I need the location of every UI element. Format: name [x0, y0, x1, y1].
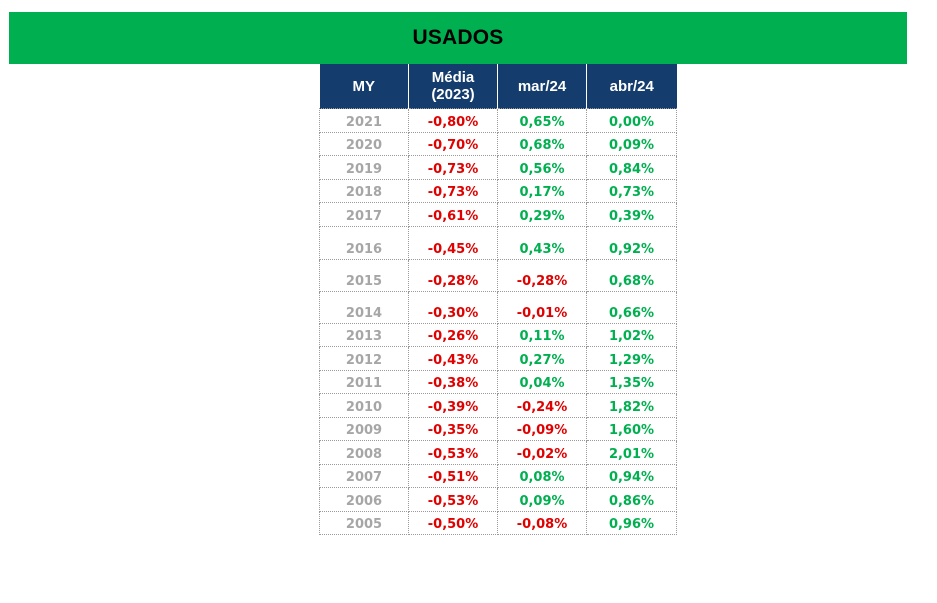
cell-abr24: 1,60%	[586, 417, 677, 441]
cell-media-2023: -0,26%	[408, 323, 498, 347]
cell-media-2023: -0,70%	[408, 132, 498, 156]
cell-mar24: -0,28%	[497, 259, 587, 292]
cell-media-2023: -0,39%	[408, 393, 498, 418]
cell-model-year: 2005	[319, 511, 409, 535]
header-row: MY Média (2023) mar/24 abr/24	[319, 64, 677, 109]
cell-abr24: 0,66%	[586, 291, 677, 324]
cell-model-year: 2019	[319, 155, 409, 180]
cell-media-2023: -0,50%	[408, 511, 498, 535]
cell-mar24: -0,08%	[497, 511, 587, 535]
cell-mar24: 0,27%	[497, 346, 587, 371]
table-row: 2014 -0,30% -0,01% 0,66%	[319, 291, 677, 324]
cell-mar24: 0,04%	[497, 370, 587, 394]
cell-model-year: 2021	[319, 108, 409, 133]
cell-mar24: 0,11%	[497, 323, 587, 347]
cell-model-year: 2006	[319, 487, 409, 512]
table-row: 2008 -0,53% -0,02% 2,01%	[319, 440, 677, 465]
cell-media-2023: -0,51%	[408, 464, 498, 488]
cell-media-2023: -0,73%	[408, 155, 498, 180]
cell-model-year: 2008	[319, 440, 409, 465]
cell-model-year: 2016	[319, 226, 409, 260]
depreciation-table: MY Média (2023) mar/24 abr/24 2021 -0,80%…	[319, 64, 677, 535]
table-row: 2010 -0,39% -0,24% 1,82%	[319, 393, 677, 418]
cell-model-year: 2012	[319, 346, 409, 371]
table-row: 2020 -0,70% 0,68% 0,09%	[319, 132, 677, 156]
cell-mar24: -0,02%	[497, 440, 587, 465]
cell-abr24: 0,73%	[586, 179, 677, 203]
table-row: 2019 -0,73% 0,56% 0,84%	[319, 155, 677, 180]
cell-mar24: 0,43%	[497, 226, 587, 260]
table-row: 2006 -0,53% 0,09% 0,86%	[319, 487, 677, 512]
header-mar24: mar/24	[497, 64, 587, 109]
cell-media-2023: -0,53%	[408, 487, 498, 512]
table-row: 2012 -0,43% 0,27% 1,29%	[319, 346, 677, 371]
cell-abr24: 0,96%	[586, 511, 677, 535]
cell-abr24: 0,84%	[586, 155, 677, 180]
cell-abr24: 0,68%	[586, 259, 677, 292]
header-media-label: Média (2023)	[431, 69, 475, 103]
table-row: 2021 -0,80% 0,65% 0,00%	[319, 108, 677, 133]
cell-media-2023: -0,53%	[408, 440, 498, 465]
cell-mar24: 0,08%	[497, 464, 587, 488]
cell-mar24: 0,68%	[497, 132, 587, 156]
cell-abr24: 0,92%	[586, 226, 677, 260]
cell-abr24: 2,01%	[586, 440, 677, 465]
header-my: MY	[319, 64, 409, 109]
cell-media-2023: -0,30%	[408, 291, 498, 324]
table-row: 2015 -0,28% -0,28% 0,68%	[319, 259, 677, 292]
page-title: USADOS	[412, 26, 504, 49]
cell-model-year: 2009	[319, 417, 409, 441]
cell-mar24: 0,29%	[497, 202, 587, 227]
cell-model-year: 2020	[319, 132, 409, 156]
table-header: MY Média (2023) mar/24 abr/24	[319, 64, 677, 109]
cell-model-year: 2007	[319, 464, 409, 488]
cell-abr24: 1,35%	[586, 370, 677, 394]
cell-model-year: 2017	[319, 202, 409, 227]
table-body: 2021 -0,80% 0,65% 0,00% 2020 -0,70% 0,68% 0,09%…	[319, 108, 677, 535]
table-row: 2007 -0,51% 0,08% 0,94%	[319, 464, 677, 488]
cell-model-year: 2010	[319, 393, 409, 418]
cell-mar24: -0,01%	[497, 291, 587, 324]
cell-mar24: -0,09%	[497, 417, 587, 441]
table-row: 2009 -0,35% -0,09% 1,60%	[319, 417, 677, 441]
cell-model-year: 2013	[319, 323, 409, 347]
table-row: 2005 -0,50% -0,08% 0,96%	[319, 511, 677, 535]
cell-media-2023: -0,28%	[408, 259, 498, 292]
table-row: 2017 -0,61% 0,29% 0,39%	[319, 202, 677, 227]
cell-abr24: 0,94%	[586, 464, 677, 488]
cell-abr24: 0,86%	[586, 487, 677, 512]
cell-abr24: 0,00%	[586, 108, 677, 133]
cell-mar24: 0,56%	[497, 155, 587, 180]
cell-media-2023: -0,80%	[408, 108, 498, 133]
cell-media-2023: -0,35%	[408, 417, 498, 441]
cell-media-2023: -0,43%	[408, 346, 498, 371]
cell-abr24: 1,02%	[586, 323, 677, 347]
table-row: 2013 -0,26% 0,11% 1,02%	[319, 323, 677, 347]
cell-mar24: -0,24%	[497, 393, 587, 418]
title-banner: USADOS	[9, 12, 907, 64]
table-row: 2011 -0,38% 0,04% 1,35%	[319, 370, 677, 394]
header-abr24: abr/24	[586, 64, 677, 109]
cell-media-2023: -0,38%	[408, 370, 498, 394]
cell-media-2023: -0,73%	[408, 179, 498, 203]
header-media-2023: Média (2023)	[408, 64, 498, 109]
cell-media-2023: -0,45%	[408, 226, 498, 260]
cell-abr24: 0,09%	[586, 132, 677, 156]
table-row: 2018 -0,73% 0,17% 0,73%	[319, 179, 677, 203]
cell-mar24: 0,09%	[497, 487, 587, 512]
cell-model-year: 2011	[319, 370, 409, 394]
cell-mar24: 0,65%	[497, 108, 587, 133]
cell-model-year: 2018	[319, 179, 409, 203]
table-row: 2016 -0,45% 0,43% 0,92%	[319, 226, 677, 260]
cell-abr24: 1,29%	[586, 346, 677, 371]
cell-model-year: 2015	[319, 259, 409, 292]
cell-abr24: 0,39%	[586, 202, 677, 227]
cell-abr24: 1,82%	[586, 393, 677, 418]
cell-media-2023: -0,61%	[408, 202, 498, 227]
cell-model-year: 2014	[319, 291, 409, 324]
cell-mar24: 0,17%	[497, 179, 587, 203]
